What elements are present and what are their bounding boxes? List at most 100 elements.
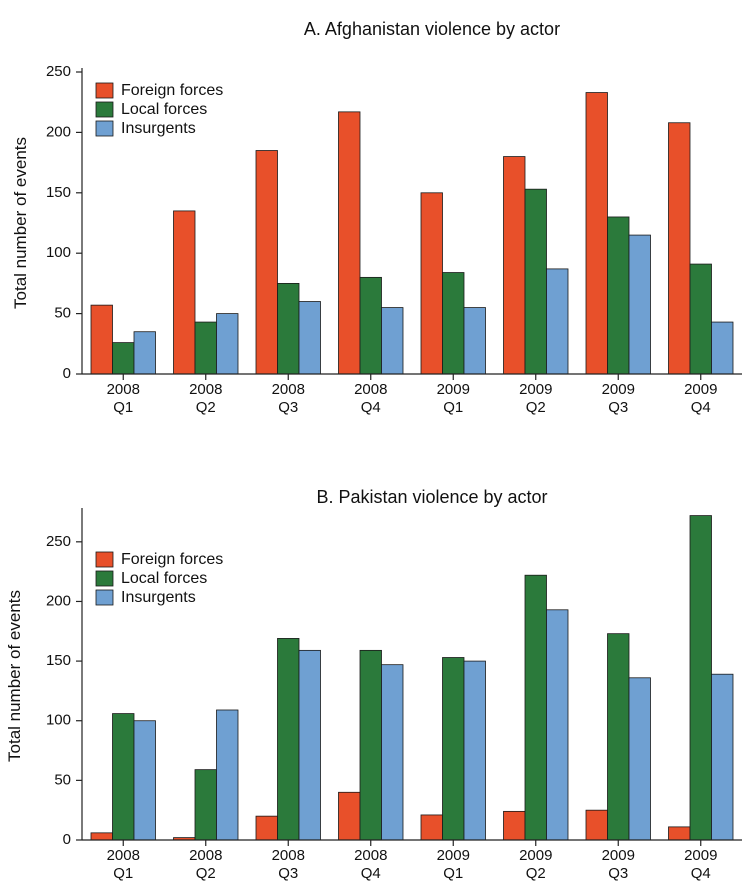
bar-local-2	[277, 638, 300, 841]
legend-swatch-insurgents	[95, 589, 114, 606]
x-tick-label-year: 2009	[519, 847, 552, 864]
bar-insurgents-4	[463, 660, 486, 841]
x-tick-label-quarter: Q3	[278, 399, 298, 416]
y-tick-label: 250	[46, 533, 71, 550]
x-tick-label-quarter: Q3	[278, 865, 298, 881]
legend: Foreign forces Local forces Insurgents	[95, 551, 223, 606]
legend-swatch-local	[95, 570, 114, 587]
y-tick-label: 150	[46, 184, 71, 201]
bar-local-2	[277, 282, 300, 375]
chart-title: B. Pakistan violence by actor	[316, 487, 547, 507]
legend-swatch-foreign	[95, 551, 114, 568]
x-tick-label-quarter: Q3	[608, 865, 628, 881]
bar-foreign-6	[585, 809, 608, 841]
x-tick-label-year: 2009	[602, 381, 635, 398]
x-tick-label-year: 2008	[272, 847, 305, 864]
chart-panel-a: A. Afghanistan violence by actor Total nu…	[11, 19, 742, 416]
x-tick-label-year: 2008	[189, 381, 222, 398]
legend-label-foreign: Foreign forces	[121, 551, 223, 568]
bar-local-4	[442, 272, 465, 375]
bar-local-3	[359, 276, 382, 375]
legend-swatch-foreign	[95, 82, 114, 99]
bar-insurgents-3	[381, 664, 404, 841]
bar-insurgents-3	[381, 307, 404, 375]
legend-label-local: Local forces	[121, 101, 207, 118]
bar-foreign-6	[585, 92, 608, 375]
bar-foreign-5	[503, 156, 526, 375]
bar-local-7	[689, 263, 712, 375]
bar-insurgents-1	[216, 313, 239, 375]
bar-foreign-4	[420, 192, 443, 375]
bar-insurgents-4	[463, 307, 486, 375]
bar-insurgents-7	[711, 673, 734, 841]
bar-local-0	[112, 342, 135, 375]
x-tick-label-quarter: Q2	[196, 865, 216, 881]
bar-insurgents-5	[546, 609, 569, 841]
bar-foreign-7	[668, 122, 691, 375]
x-tick-label-year: 2009	[602, 847, 635, 864]
bar-insurgents-6	[628, 234, 651, 375]
bar-foreign-1	[173, 210, 196, 375]
x-tick-label-quarter: Q4	[361, 399, 381, 416]
bar-insurgents-0	[133, 331, 156, 375]
bar-foreign-3	[338, 111, 361, 375]
x-tick-label-year: 2008	[189, 847, 222, 864]
bar-insurgents-0	[133, 720, 156, 841]
y-tick-label: 50	[54, 771, 71, 788]
bar-insurgents-2	[298, 301, 321, 375]
chart-panel-b: B. Pakistan violence by actor Total numbe…	[5, 487, 742, 882]
y-tick-label: 200	[46, 592, 71, 609]
y-tick-label: 50	[54, 305, 71, 322]
legend-label-insurgents: Insurgents	[121, 589, 196, 606]
x-tick-label-year: 2009	[684, 847, 717, 864]
bar-foreign-2	[255, 815, 278, 841]
y-tick-label: 200	[46, 123, 71, 140]
y-tick-label: 250	[46, 63, 71, 80]
bar-local-6	[607, 216, 630, 375]
x-tick-label-year: 2009	[684, 381, 717, 398]
bar-insurgents-7	[711, 321, 734, 375]
x-tick-label-quarter: Q1	[113, 399, 133, 416]
y-tick-label: 100	[46, 244, 71, 261]
legend-swatch-local	[95, 101, 114, 118]
bar-local-0	[112, 713, 135, 841]
x-tick-label-quarter: Q4	[691, 399, 711, 416]
bar-local-1	[194, 321, 217, 375]
x-tick-label-year: 2008	[272, 381, 305, 398]
x-tick-label-quarter: Q2	[526, 399, 546, 416]
x-tick-label-year: 2008	[107, 381, 140, 398]
legend-label-insurgents: Insurgents	[121, 120, 196, 137]
y-tick-label: 150	[46, 652, 71, 669]
x-tick-label-quarter: Q4	[691, 865, 711, 881]
x-tick-label-quarter: Q4	[361, 865, 381, 881]
x-tick-label-quarter: Q1	[113, 865, 133, 881]
bar-local-3	[359, 649, 382, 841]
x-tick-label-year: 2008	[354, 381, 387, 398]
bar-insurgents-6	[628, 677, 651, 841]
y-axis-label: Total number of events	[5, 590, 24, 762]
x-tick-label-year: 2009	[437, 381, 470, 398]
bar-foreign-0	[90, 832, 113, 841]
bar-foreign-0	[90, 304, 113, 375]
bar-insurgents-5	[546, 268, 569, 375]
bar-insurgents-1	[216, 709, 239, 841]
x-tick-label-quarter: Q3	[608, 399, 628, 416]
legend-label-local: Local forces	[121, 570, 207, 587]
y-tick-label: 0	[63, 831, 71, 848]
legend: Foreign forces Local forces Insurgents	[95, 82, 223, 137]
bar-local-1	[194, 769, 217, 841]
x-tick-label-quarter: Q2	[196, 399, 216, 416]
x-tick-label-year: 2008	[354, 847, 387, 864]
bar-local-5	[524, 574, 547, 841]
legend-swatch-insurgents	[95, 120, 114, 137]
bar-local-5	[524, 188, 547, 375]
bar-local-6	[607, 633, 630, 841]
x-tick-label-year: 2009	[437, 847, 470, 864]
bar-foreign-5	[503, 810, 526, 841]
chart-title: A. Afghanistan violence by actor	[304, 19, 560, 39]
x-tick-label-year: 2008	[107, 847, 140, 864]
bar-foreign-2	[255, 150, 278, 375]
x-tick-label-quarter: Q2	[526, 865, 546, 881]
